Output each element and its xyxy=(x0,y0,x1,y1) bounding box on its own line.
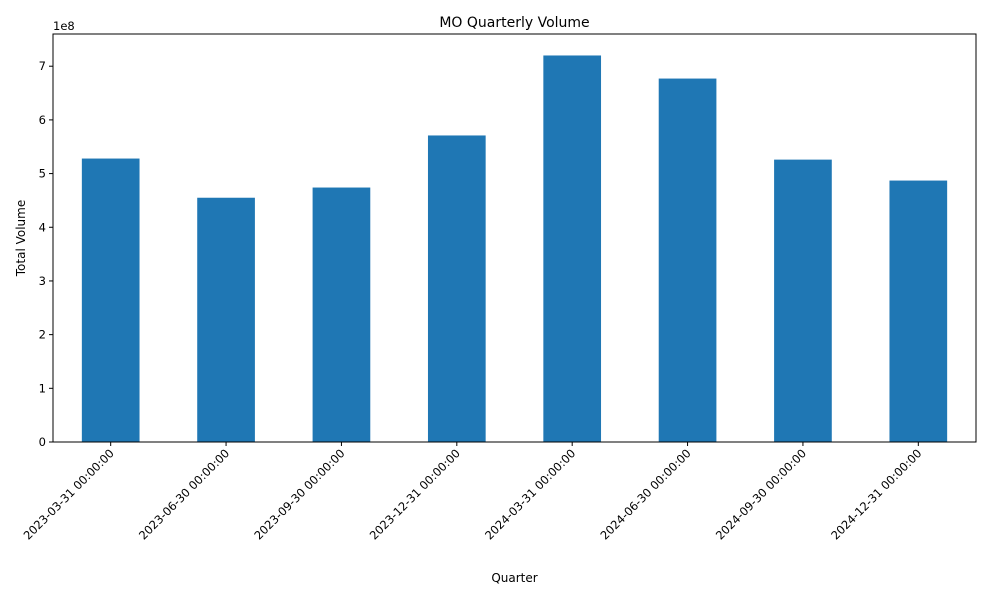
bar xyxy=(889,180,948,442)
y-axis-offset-label: 1e8 xyxy=(53,19,75,33)
y-tick-label: 1 xyxy=(39,381,46,395)
y-tick-label: 3 xyxy=(39,274,46,288)
bar xyxy=(197,197,255,442)
y-axis-ticks: 0 1 2 3 4 5 6 7 xyxy=(39,59,53,449)
y-tick-label: 4 xyxy=(39,220,46,234)
bar xyxy=(312,187,371,442)
y-tick-label: 7 xyxy=(39,59,46,73)
bar xyxy=(774,159,832,443)
bars-group xyxy=(81,55,948,443)
y-tick-label: 2 xyxy=(39,328,46,342)
chart-title: MO Quarterly Volume xyxy=(439,15,589,31)
y-tick-label: 6 xyxy=(39,113,46,127)
bar xyxy=(658,78,717,442)
y-tick-label: 5 xyxy=(39,167,46,181)
y-tick-label: 0 xyxy=(39,435,46,449)
x-axis-label: Quarter xyxy=(491,571,537,585)
bar xyxy=(427,135,486,442)
bar xyxy=(81,158,140,442)
y-axis-label: Total Volume xyxy=(14,200,28,277)
plot-frame xyxy=(52,33,977,443)
bar xyxy=(543,55,602,442)
